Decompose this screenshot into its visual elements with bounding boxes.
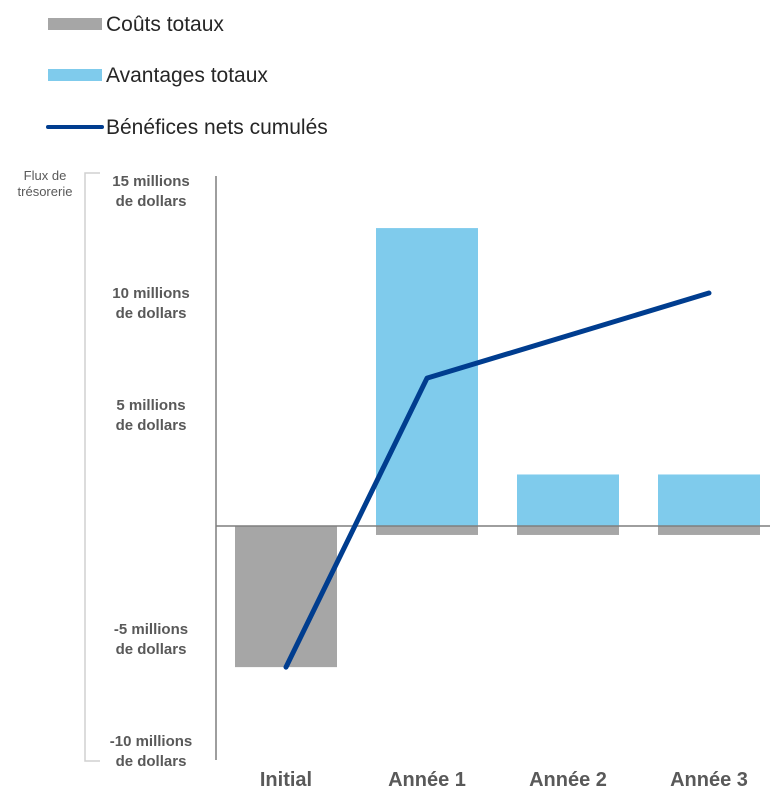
benefit-bar-2 [517,474,619,526]
y-tick-label-2-1: de dollars [116,417,187,434]
benefit-bar-3 [658,474,760,526]
y-tick-label-1-1: de dollars [116,305,187,322]
legend-label-2: Bénéfices nets cumulés [106,116,328,139]
cost-bar-1 [376,526,478,535]
legend: Coûts totaux Avantages totaux Bénéfices ne… [46,13,328,139]
y-tick-label-1-0: 10 millions [112,285,190,302]
y-tick-label-3-1: de dollars [116,641,187,658]
legend-label-0: Coûts totaux [106,13,224,36]
y-tick-label-3-0: -5 millions [114,621,188,638]
y-axis-ticks: 15 millions de dollars 10 millions de dolla… [110,173,193,770]
axes [215,176,770,760]
x-axis-categories: Initial Année 1 Année 2 Année 3 [260,769,748,791]
y-axis-bracket [84,172,100,762]
y-tick-label-0-1: de dollars [116,193,187,210]
cost-bar-2 [517,526,619,535]
x-category-label-1: Année 1 [388,769,466,791]
y-tick-label-2-0: 5 millions [116,397,185,414]
x-category-label-0: Initial [260,769,312,791]
legend-swatch-0 [48,18,102,30]
cost-bar-3 [658,526,760,535]
y-tick-label-0-0: 15 millions [112,173,190,190]
y-tick-label-4-1: de dollars [116,753,187,770]
x-category-label-2: Année 2 [529,769,607,791]
x-category-label-3: Année 3 [670,769,748,791]
legend-label-1: Avantages totaux [106,64,268,87]
bars [235,228,760,668]
y-axis-title-line-0: Flux de [24,168,67,183]
legend-swatch-1 [48,69,102,81]
y-axis-title-line-1: trésorerie [18,184,73,199]
net-benefit-line [283,290,712,670]
net-benefit-line-group [283,290,712,670]
y-tick-label-4-0: -10 millions [110,733,193,750]
